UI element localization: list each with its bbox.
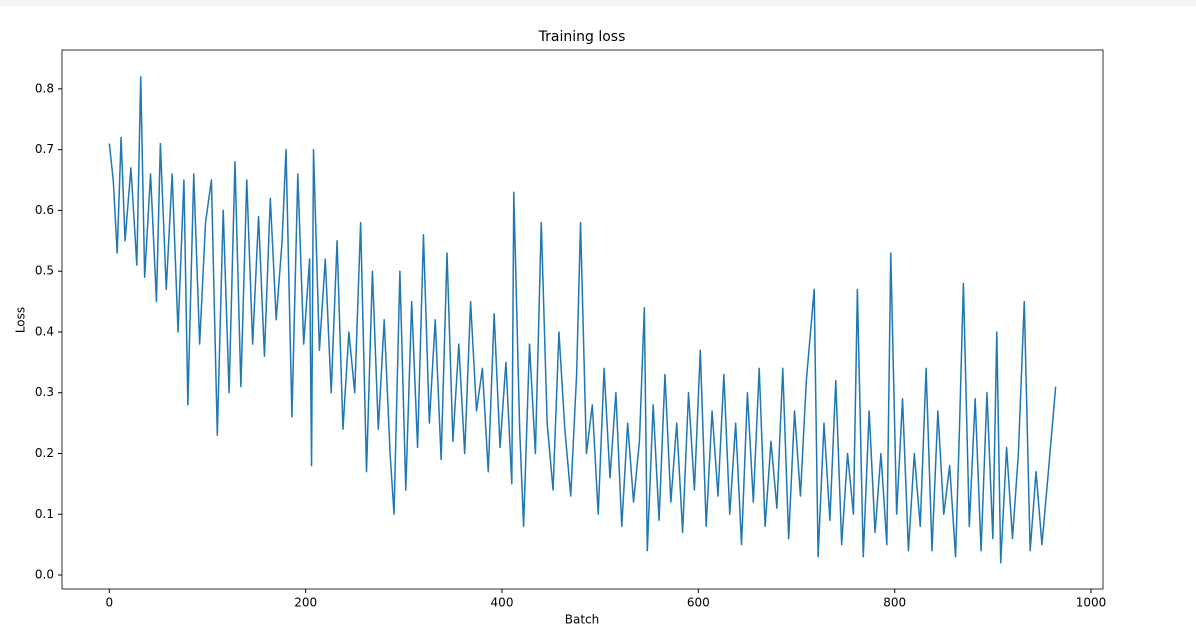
x-tick-label: 800 [883,596,906,610]
y-tick-label: 0.1 [35,507,54,521]
x-axis-label: Batch [565,613,600,625]
x-tick-label: 400 [491,596,514,610]
y-tick-label: 0.2 [35,446,54,460]
y-tick-label: 0.8 [35,81,54,95]
y-tick-label: 0.6 [35,203,54,217]
x-tick-label: 600 [687,596,710,610]
top-bar [0,0,1196,6]
y-tick-label: 0.4 [35,324,54,338]
y-tick-label: 0.0 [35,568,54,582]
x-tick-label: 1000 [1076,596,1107,610]
y-tick-label: 0.5 [35,264,54,278]
chart-title: Training loss [538,29,626,45]
y-tick-label: 0.7 [35,142,54,156]
x-tick-label: 0 [105,596,113,610]
y-tick-label: 0.3 [35,385,54,399]
plot-frame [61,49,1104,590]
y-axis-label: Loss [14,307,28,333]
loss-line [108,75,1057,564]
x-tick-label: 200 [294,596,317,610]
